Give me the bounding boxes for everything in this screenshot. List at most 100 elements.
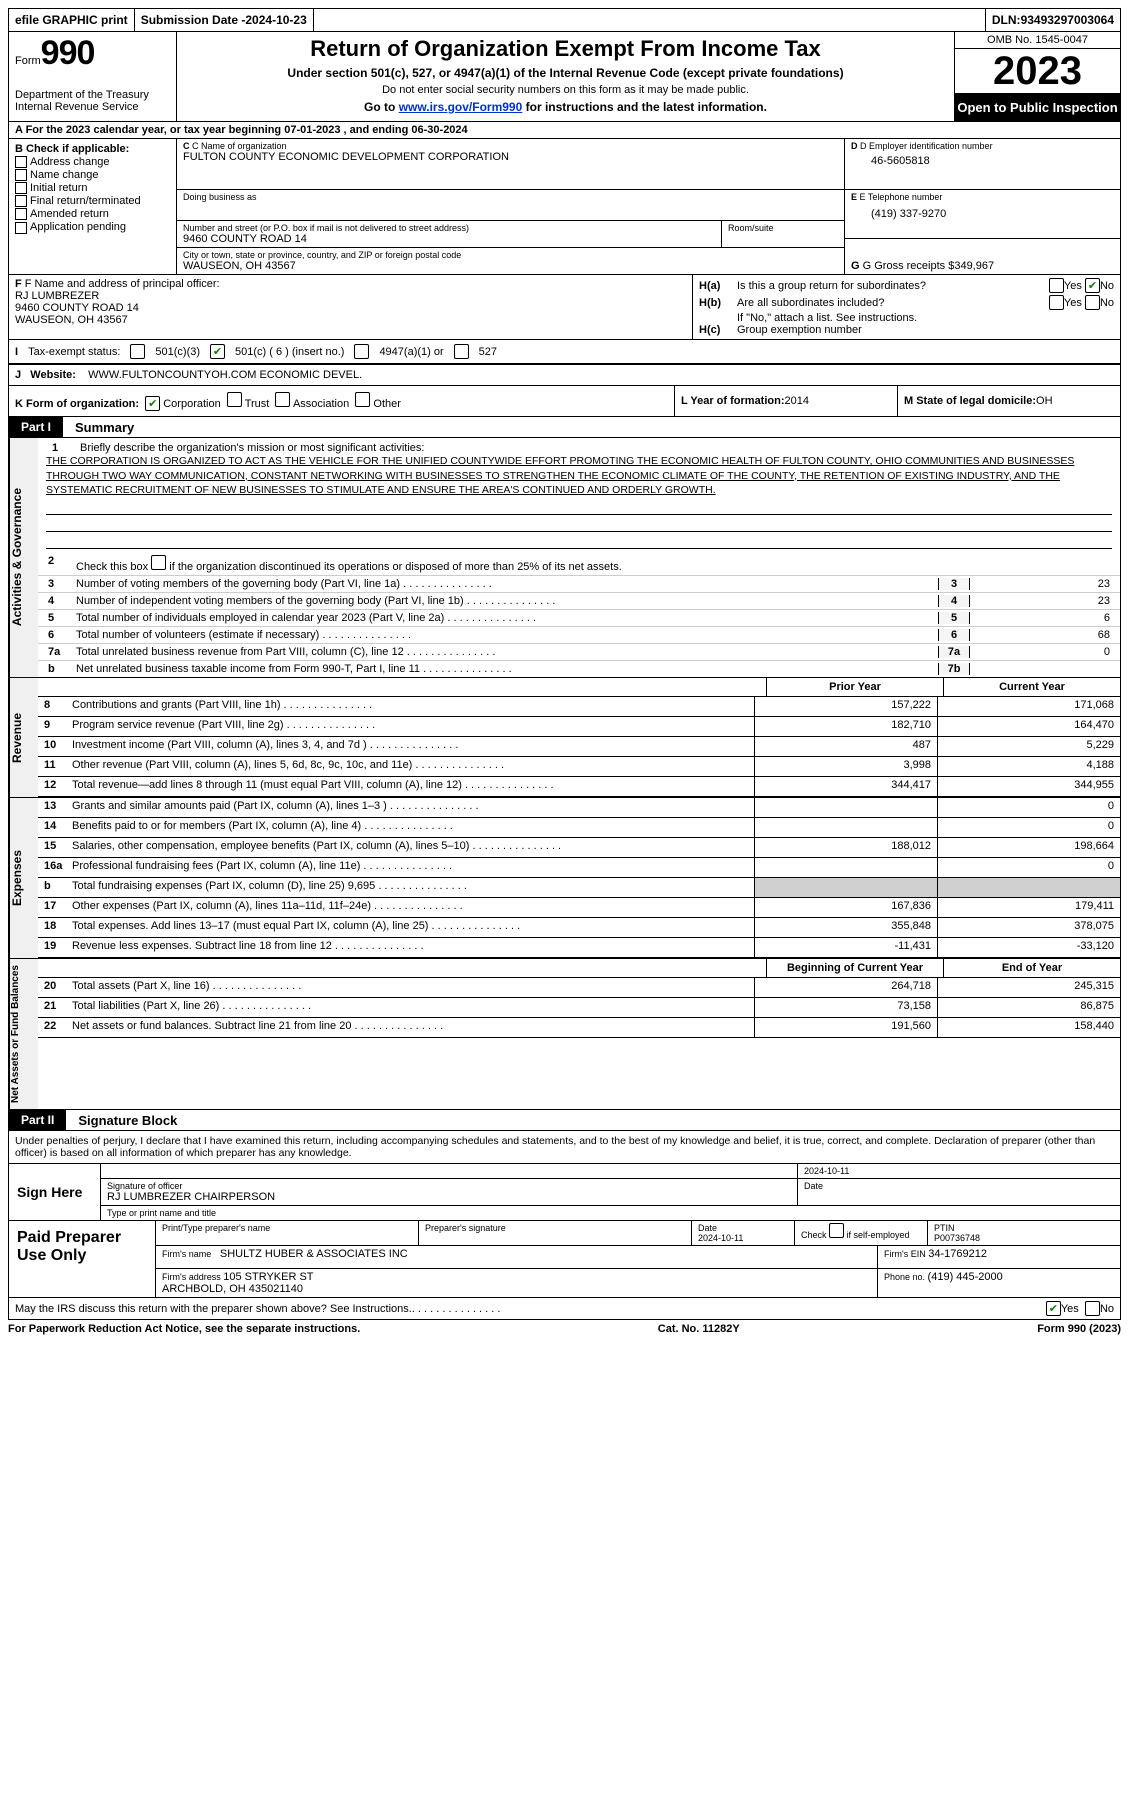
line-text: Total number of volunteers (estimate if … <box>76 629 938 641</box>
hb-no-checkbox[interactable] <box>1085 295 1100 310</box>
current-year-value: 0 <box>937 858 1120 877</box>
current-year-value: 164,470 <box>937 717 1120 736</box>
irs-discuss-row: May the IRS discuss this return with the… <box>8 1298 1121 1320</box>
paid-preparer-label: Paid Preparer Use Only <box>9 1221 156 1297</box>
net-assets-header-row: Beginning of Current Year End of Year <box>38 959 1120 978</box>
opt-address-change[interactable]: Address change <box>15 156 170 168</box>
prior-year-value: 3,998 <box>754 757 937 776</box>
vtab-activities: Activities & Governance <box>9 438 38 677</box>
irs-discuss-yes-checkbox[interactable] <box>1046 1301 1061 1316</box>
current-year-value: 179,411 <box>937 898 1120 917</box>
summary-line: 8 Contributions and grants (Part VIII, l… <box>38 697 1120 717</box>
section-f: F F Name and address of principal office… <box>9 275 692 339</box>
revenue-section: Revenue Prior Year Current Year 8 Contri… <box>8 678 1121 798</box>
summary-line: 5 Total number of individuals employed i… <box>38 610 1120 627</box>
prior-year-value: 487 <box>754 737 937 756</box>
line-a-mid: , and ending <box>344 124 412 136</box>
hb-yes-label: Yes <box>1064 297 1082 309</box>
hb-label: H(b) <box>699 297 737 309</box>
line-text: Total fundraising expenses (Part IX, col… <box>72 878 754 897</box>
line-a-end: 06-30-2024 <box>411 124 467 136</box>
opt-address-change-label: Address change <box>30 156 110 168</box>
opt-amended-return[interactable]: Amended return <box>15 208 170 220</box>
prior-year-value: 191,560 <box>754 1018 937 1037</box>
form-number: 990 <box>41 34 95 72</box>
501c3-checkbox[interactable] <box>130 344 145 359</box>
current-year-value: 171,068 <box>937 697 1120 716</box>
line-text: Professional fundraising fees (Part IX, … <box>72 858 754 877</box>
firm-ein-label: Firm's EIN <box>884 1249 928 1259</box>
line-text: Salaries, other compensation, employee b… <box>72 838 754 857</box>
col-end-year: End of Year <box>943 959 1120 977</box>
part2-num: Part II <box>9 1113 66 1127</box>
section-b: B Check if applicable: Address change Na… <box>9 139 177 274</box>
domicile-label: M State of legal domicile: <box>904 395 1036 407</box>
section-j-row: J Website: WWW.FULTONCOUNTYOH.COM ECONOM… <box>8 365 1121 386</box>
4947-checkbox[interactable] <box>354 344 369 359</box>
activities-governance: Activities & Governance 1Briefly describ… <box>8 438 1121 678</box>
self-employed-checkbox[interactable] <box>829 1223 844 1238</box>
part2-title: Signature Block <box>66 1110 1120 1130</box>
prior-year-value: 73,158 <box>754 998 937 1017</box>
irs-yes-label: Yes <box>1061 1303 1079 1315</box>
summary-line: b Net unrelated business taxable income … <box>38 661 1120 677</box>
ha-no-label: No <box>1100 280 1114 292</box>
form-link-line: Go to www.irs.gov/Form990 for instructio… <box>185 100 946 114</box>
opt-initial-return[interactable]: Initial return <box>15 182 170 194</box>
trust-checkbox[interactable] <box>227 392 242 407</box>
corporation-checkbox[interactable] <box>145 396 160 411</box>
irs-discuss-no-checkbox[interactable] <box>1085 1301 1100 1316</box>
prior-year-value: 355,848 <box>754 918 937 937</box>
tax-year: 2023 <box>955 49 1120 94</box>
form-note: Do not enter social security numbers on … <box>185 84 946 96</box>
summary-line: 4 Number of independent voting members o… <box>38 593 1120 610</box>
prior-year-value <box>754 798 937 817</box>
perjury-declaration: Under penalties of perjury, I declare th… <box>8 1131 1121 1164</box>
line-box: 7b <box>938 663 970 675</box>
corporation-label: Corporation <box>163 398 220 410</box>
ha-no-checkbox[interactable] <box>1085 278 1100 293</box>
line-value: 0 <box>970 646 1116 658</box>
association-checkbox[interactable] <box>275 392 290 407</box>
firm-name-label: Firm's name <box>162 1249 214 1259</box>
line-value: 23 <box>970 595 1116 607</box>
officer-name-title: RJ LUMBREZER CHAIRPERSON <box>107 1191 791 1203</box>
firm-ein: 34-1769212 <box>928 1248 987 1260</box>
prep-date: 2024-10-11 <box>698 1233 788 1243</box>
line-box: 7a <box>938 646 970 658</box>
hb-yes-checkbox[interactable] <box>1049 295 1064 310</box>
summary-line: 11 Other revenue (Part VIII, column (A),… <box>38 757 1120 777</box>
summary-line: 22 Net assets or fund balances. Subtract… <box>38 1018 1120 1038</box>
line-text: Total revenue—add lines 8 through 11 (mu… <box>72 777 754 796</box>
firm-addr-label: Firm's address <box>162 1272 223 1282</box>
line-number: 13 <box>38 798 72 817</box>
opt-final-return[interactable]: Final return/terminated <box>15 195 170 207</box>
line-text: Program service revenue (Part VIII, line… <box>72 717 754 736</box>
officer-name: RJ LUMBREZER <box>15 290 686 302</box>
vtab-revenue: Revenue <box>9 678 38 797</box>
col-current-year: Current Year <box>943 678 1120 696</box>
current-year-value: 245,315 <box>937 978 1120 997</box>
summary-line: 7a Total unrelated business revenue from… <box>38 644 1120 661</box>
summary-line: 15 Salaries, other compensation, employe… <box>38 838 1120 858</box>
opt-name-change[interactable]: Name change <box>15 169 170 181</box>
ha-yes-checkbox[interactable] <box>1049 278 1064 293</box>
sign-here-block: Sign Here 2024-10-11 Signature of office… <box>8 1164 1121 1221</box>
current-year-value: 5,229 <box>937 737 1120 756</box>
501c-checkbox[interactable] <box>210 344 225 359</box>
opt-application-pending[interactable]: Application pending <box>15 221 170 233</box>
officer-label: F Name and address of principal officer: <box>25 278 220 290</box>
line-a-prefix: A For the 2023 calendar year, or tax yea… <box>15 124 284 136</box>
pra-notice: For Paperwork Reduction Act Notice, see … <box>8 1323 360 1335</box>
topbar: efile GRAPHIC print Submission Date - 20… <box>8 8 1121 32</box>
revenue-header-row: Prior Year Current Year <box>38 678 1120 697</box>
527-checkbox[interactable] <box>454 344 469 359</box>
discontinued-checkbox[interactable] <box>151 555 166 570</box>
other-checkbox[interactable] <box>355 392 370 407</box>
ha-yes-label: Yes <box>1064 280 1082 292</box>
line-number: 7a <box>42 646 76 658</box>
header-center: Return of Organization Exempt From Incom… <box>177 32 954 121</box>
phone-label: E Telephone number <box>860 192 943 202</box>
irs-link[interactable]: www.irs.gov/Form990 <box>399 100 523 114</box>
summary-line: 6 Total number of volunteers (estimate i… <box>38 627 1120 644</box>
